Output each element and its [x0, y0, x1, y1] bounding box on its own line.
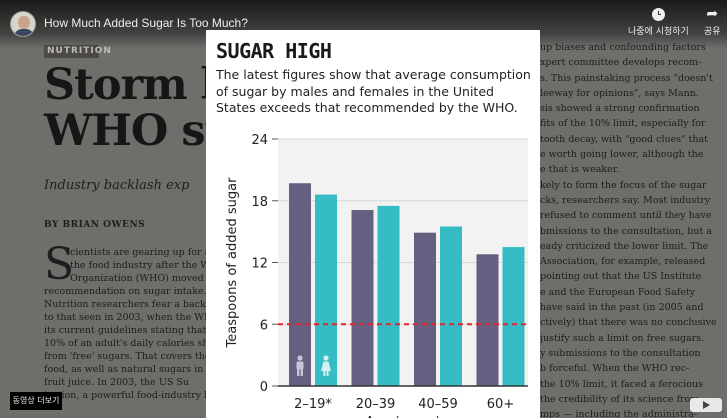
body-text-line: have said in the past (in 2005 and: [540, 302, 704, 314]
body-text-line: fits of the 10% limit, especially for: [540, 118, 706, 130]
y-tick-label: 24: [251, 133, 268, 148]
body-text-line: y submissions to the consultation: [540, 347, 701, 359]
video-title[interactable]: How Much Added Sugar Is Too Much?: [44, 16, 248, 30]
y-tick-label: 6: [260, 318, 268, 333]
clock-icon: [651, 8, 665, 21]
more-videos-button[interactable]: 동영상 더보기: [10, 392, 62, 410]
body-text-line: pointing out that the US Institute: [540, 271, 702, 283]
share-button[interactable]: ➦ 공유: [704, 6, 721, 37]
youtube-logo-icon[interactable]: [690, 398, 722, 412]
x-tick-label: 20–39: [356, 397, 396, 412]
article-byline: BY BRIAN OWENS: [44, 220, 146, 230]
x-axis-label: Age (years): [365, 415, 440, 418]
y-axis-label: Teaspoons of added sugar: [225, 177, 240, 349]
body-text-line: the 10% limit, it faced a ferocious: [540, 378, 703, 390]
bar-female: [377, 205, 400, 386]
body-text-line: Nutrition researchers fear a backla: [44, 299, 206, 310]
body-text-line: sis showed a strong confirmation: [540, 103, 700, 115]
female-figure-leg: [323, 371, 326, 376]
x-tick-label: 2–19*: [294, 397, 332, 412]
chart-card: SUGAR HIGH The latest figures show that …: [206, 30, 540, 418]
body-text-line: e and the European Food Safety: [540, 286, 696, 298]
subtitle-line: States exceeds that recommended by the W…: [216, 100, 518, 115]
watch-later-button[interactable]: 나중에 시청하기: [628, 8, 689, 37]
article-headline: Storm b WHO su: [44, 60, 236, 156]
body-text-line: to that seen in 2003, when the WHO: [44, 312, 206, 323]
x-tick-label: 60+: [487, 397, 514, 412]
male-figure-leg: [300, 369, 303, 376]
bar-female: [502, 247, 525, 386]
body-text-line: e that is weaker.: [540, 164, 620, 176]
bar-male: [351, 210, 374, 386]
y-tick-label: 0: [260, 380, 268, 395]
male-figure-body: [296, 361, 304, 370]
share-label: 공유: [704, 27, 721, 37]
share-arrow-icon: ➦: [706, 6, 719, 22]
body-text-line: refused to comment until they have: [540, 210, 712, 222]
chart-title: SUGAR HIGH: [216, 39, 332, 63]
body-text-line: ization, a powerful food-industry lo: [44, 390, 206, 401]
headline-line: Storm b: [44, 60, 231, 110]
male-figure-icon: [297, 355, 303, 361]
bar-female: [315, 194, 337, 386]
body-text-line: ctively) that there was no conclusive: [540, 317, 717, 329]
body-text-line: leeway for opinions", says Mann.: [540, 87, 699, 99]
x-tick-label: 40–59: [418, 397, 458, 412]
female-figure-icon: [323, 355, 329, 361]
section-tag: NUTRITION: [44, 45, 111, 58]
body-text-line: tooth decay, with "good clues" that: [540, 133, 708, 145]
body-text-line: from 'free' sugars. That covers thos: [44, 351, 206, 362]
article-deck: Industry backlash exp: [44, 178, 190, 193]
bar-chart: 0 6 12 18 24 2–19* 20–39 40–59 60+ Teaspoons of a…: [225, 133, 528, 418]
article-body-left: cientists are gearing up for a f the food…: [44, 246, 206, 402]
watch-later-label: 나중에 시청하기: [628, 27, 689, 37]
bar-male: [414, 232, 436, 386]
bar-female: [440, 226, 462, 386]
female-figure-leg: [326, 371, 329, 376]
body-text-line: mps — including the administra-: [540, 409, 698, 418]
body-text-line: the credibility of its science from: [540, 393, 700, 405]
body-text-line: bmissions to the consultation, but a: [540, 225, 712, 237]
body-text-line: xpert committee develops recom-: [540, 57, 702, 69]
body-text-line: s. This painstaking process "doesn't: [540, 72, 713, 84]
body-text-line: cks, researchers say. Most industry: [540, 194, 711, 206]
female-figure-dress: [321, 361, 331, 371]
body-text-line: fruit juice. In 2003, the US Su: [44, 377, 189, 388]
channel-avatar[interactable]: [10, 11, 36, 37]
body-text-line: eady criticized the lower limit. The: [540, 240, 709, 252]
body-text-line: justify such a limit on free sugars.: [540, 332, 705, 344]
male-figure-leg: [297, 369, 300, 376]
bar-male: [289, 183, 311, 386]
body-text-line: recommendation on sugar intake.: [44, 286, 206, 297]
body-text-line: cientists are gearing up for a f: [70, 247, 206, 258]
body-text-line: Organization (WHO) moved: [70, 273, 204, 284]
y-tick-label: 18: [251, 195, 268, 210]
body-text-line: its current guidelines stating that no: [44, 325, 206, 336]
subtitle-line: of sugar by males and females in the Uni…: [216, 83, 494, 99]
body-text-line: food, as well as natural sugars in ho: [44, 364, 206, 375]
y-tick-label: 12: [251, 257, 268, 272]
subtitle-line: The latest figures show that average con…: [216, 67, 531, 82]
body-text-line: e worth going lower, although the: [540, 149, 704, 161]
bar-male: [476, 254, 499, 386]
body-text-line: Association, for example, released: [540, 256, 706, 268]
drop-cap: S: [44, 239, 75, 290]
chart-subtitle: The latest figures show that average con…: [216, 67, 536, 117]
headline-line: WHO su: [44, 106, 236, 156]
body-text-line: the food industry after the Wo: [70, 260, 206, 271]
body-text-line: 10% of an adult's daily calories sh: [44, 338, 206, 349]
body-text-line: b forceful. When the WHO rec-: [540, 363, 690, 375]
article-body-right: up biases and confounding factorsxpert c…: [540, 40, 727, 418]
body-text-line: kely to form the focus of the sugar: [540, 179, 707, 191]
